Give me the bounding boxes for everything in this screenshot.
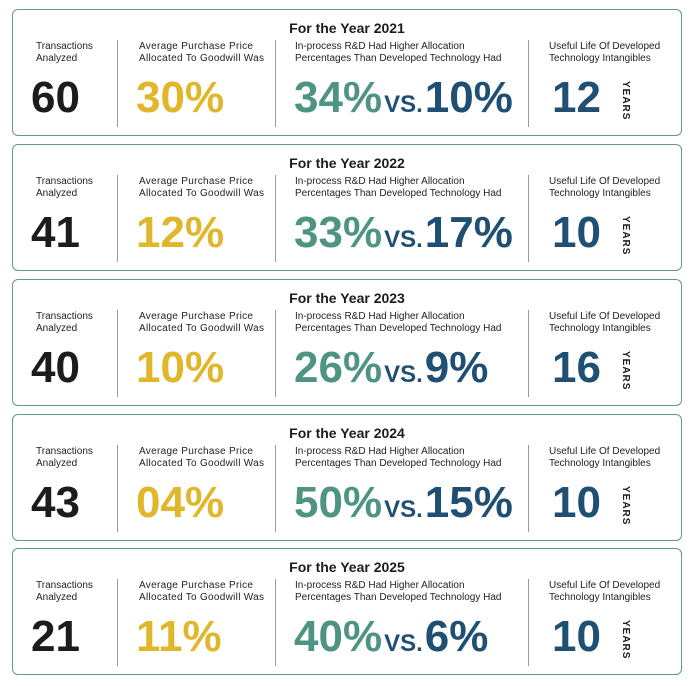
vs-label: VS. <box>384 226 423 253</box>
years-label: YEARS <box>620 486 631 526</box>
useful-life-label: Useful Life Of Developed Technology Inta… <box>549 41 661 64</box>
transactions-label: Transactions Analyzed <box>36 41 93 64</box>
card-title: For the Year 2025 <box>289 559 405 575</box>
transactions-value: 40 <box>31 343 80 392</box>
years-label: YEARS <box>620 81 631 121</box>
rnd-value: 50% <box>294 478 383 527</box>
divider <box>275 40 276 127</box>
divider <box>528 40 529 127</box>
divider <box>275 579 276 666</box>
card-title: For the Year 2023 <box>289 290 405 306</box>
rnd-label: In-process R&D Had Higher Allocation Per… <box>295 311 502 334</box>
divider <box>275 310 276 397</box>
useful-life-label: Useful Life Of Developed Technology Inta… <box>549 176 661 199</box>
divider <box>528 579 529 666</box>
transactions-label: Transactions Analyzed <box>36 446 93 469</box>
rnd-value: 34% <box>294 73 383 122</box>
rnd-comparison: 33%VS.17% <box>294 208 513 265</box>
goodwill-value: 04% <box>136 478 225 527</box>
goodwill-label: Average Purchase Price Allocated To Good… <box>139 176 265 199</box>
rnd-label: In-process R&D Had Higher Allocation Per… <box>295 176 502 199</box>
rnd-comparison: 34%VS.10% <box>294 73 513 130</box>
divider <box>117 175 118 262</box>
goodwill-value: 10% <box>136 343 225 392</box>
vs-label: VS. <box>384 630 423 657</box>
year-card-2: For the Year 2022 Transactions Analyzed … <box>12 144 682 271</box>
divider <box>275 175 276 262</box>
card-title: For the Year 2022 <box>289 155 405 171</box>
rnd-value: 40% <box>294 612 383 661</box>
useful-life-label: Useful Life Of Developed Technology Inta… <box>549 580 661 603</box>
transactions-label: Transactions Analyzed <box>36 311 93 334</box>
years-label: YEARS <box>620 620 631 660</box>
developed-value: 9% <box>424 343 489 392</box>
divider <box>528 445 529 532</box>
transactions-label: Transactions Analyzed <box>36 580 93 603</box>
divider <box>528 175 529 262</box>
goodwill-label: Average Purchase Price Allocated To Good… <box>139 311 265 334</box>
transactions-value: 21 <box>31 612 80 661</box>
rnd-comparison: 50%VS.15% <box>294 478 513 535</box>
developed-value: 15% <box>424 478 513 527</box>
developed-value: 10% <box>424 73 513 122</box>
goodwill-value: 12% <box>136 208 225 257</box>
rnd-label: In-process R&D Had Higher Allocation Per… <box>295 446 502 469</box>
divider <box>117 310 118 397</box>
divider <box>528 310 529 397</box>
goodwill-label: Average Purchase Price Allocated To Good… <box>139 580 265 603</box>
divider <box>117 445 118 532</box>
rnd-label: In-process R&D Had Higher Allocation Per… <box>295 41 502 64</box>
year-card-5: For the Year 2025 Transactions Analyzed … <box>12 548 682 675</box>
years-label: YEARS <box>620 351 631 391</box>
year-card-3: For the Year 2023 Transactions Analyzed … <box>12 279 682 406</box>
years-label: YEARS <box>620 216 631 256</box>
goodwill-label: Average Purchase Price Allocated To Good… <box>139 41 265 64</box>
vs-label: VS. <box>384 496 423 523</box>
transactions-value: 43 <box>31 478 80 527</box>
transactions-value: 60 <box>31 73 80 122</box>
divider <box>117 579 118 666</box>
card-title: For the Year 2021 <box>289 20 405 36</box>
rnd-comparison: 40%VS.6% <box>294 612 488 669</box>
goodwill-value: 11% <box>136 612 222 661</box>
divider <box>275 445 276 532</box>
useful-life-label: Useful Life Of Developed Technology Inta… <box>549 311 661 334</box>
vs-label: VS. <box>384 361 423 388</box>
rnd-value: 33% <box>294 208 383 257</box>
divider <box>117 40 118 127</box>
useful-life-value: 10 <box>552 478 601 527</box>
useful-life-value: 16 <box>552 343 601 392</box>
year-card-1: For the Year 2021 Transactions Analyzed … <box>12 9 682 136</box>
rnd-label: In-process R&D Had Higher Allocation Per… <box>295 580 502 603</box>
transactions-label: Transactions Analyzed <box>36 176 93 199</box>
rnd-comparison: 26%VS.9% <box>294 343 488 400</box>
goodwill-value: 30% <box>136 73 225 122</box>
year-card-4: For the Year 2024 Transactions Analyzed … <box>12 414 682 541</box>
developed-value: 17% <box>424 208 513 257</box>
rnd-value: 26% <box>294 343 383 392</box>
goodwill-label: Average Purchase Price Allocated To Good… <box>139 446 265 469</box>
vs-label: VS. <box>384 91 423 118</box>
useful-life-value: 12 <box>552 73 601 122</box>
card-title: For the Year 2024 <box>289 425 405 441</box>
useful-life-value: 10 <box>552 612 601 661</box>
developed-value: 6% <box>424 612 489 661</box>
useful-life-label: Useful Life Of Developed Technology Inta… <box>549 446 661 469</box>
transactions-value: 41 <box>31 208 80 257</box>
useful-life-value: 10 <box>552 208 601 257</box>
